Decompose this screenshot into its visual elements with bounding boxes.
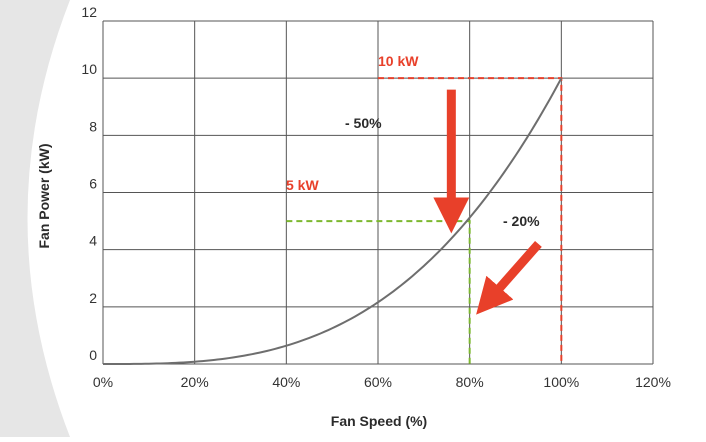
y-tick-label: 8 [89,118,97,134]
reference-lines [286,77,563,364]
x-tick-label: 0% [93,374,113,390]
grid-lines [102,20,654,365]
y-tick-label: 10 [81,61,97,77]
x-tick-label: 80% [456,374,484,390]
x-tick-label: 60% [364,374,392,390]
reference-line-1 [286,220,471,364]
y-tick-label: 0 [89,347,97,363]
series-line-power-curve [103,77,563,365]
annotation-arrow-1 [476,240,542,315]
annotation-minus-20-percent: - 20% [503,213,540,229]
y-tick-label: 2 [89,290,97,306]
annotation-5kw: 5 kW [286,177,319,193]
annotation-minus-50-percent: - 50% [345,115,382,131]
x-axis-title: Fan Speed (%) [331,413,427,429]
x-tick-labels: 0% 20% 40% 60% 80% 100% 120% [93,374,671,390]
background-wedge [0,0,70,437]
annotation-10kw: 10 kW [378,53,419,69]
y-tick-labels: 0 2 4 6 8 10 12 [81,4,97,363]
x-tick-label: 40% [272,374,300,390]
annotation-arrows [433,89,542,315]
y-tick-label: 12 [81,4,97,20]
series-layer [103,77,563,365]
reference-line-0 [378,77,563,364]
x-tick-label: 100% [543,374,579,390]
y-tick-label: 4 [89,233,97,249]
y-axis-title: Fan Power (kW) [36,143,52,248]
x-tick-label: 20% [181,374,209,390]
y-tick-label: 6 [89,176,97,192]
x-tick-label: 120% [635,374,671,390]
